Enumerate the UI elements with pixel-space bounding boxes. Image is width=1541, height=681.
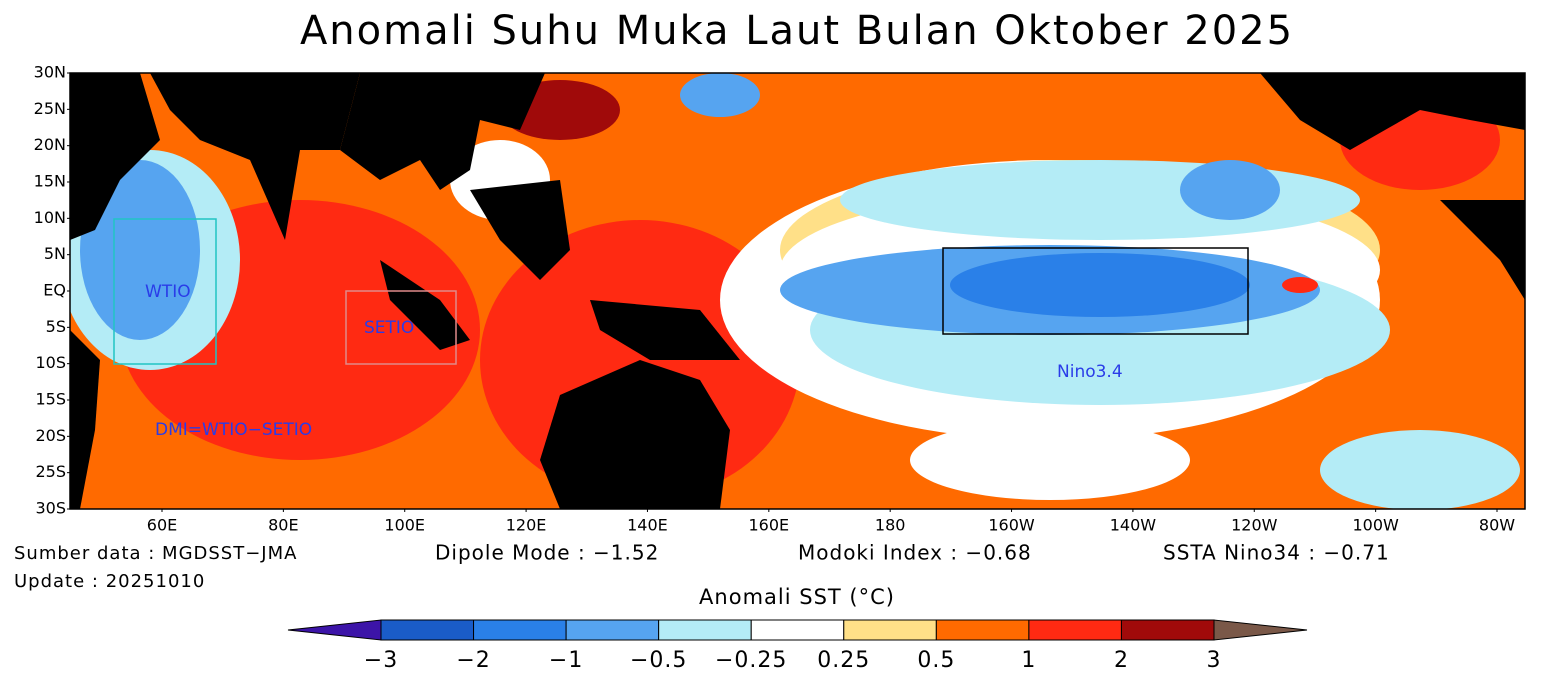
nino34-ssta: SSTA Nino34 : −0.71	[1163, 541, 1390, 565]
lon-label: 160W	[988, 516, 1035, 535]
lat-label: 30S	[35, 499, 66, 518]
box-label: WTIO	[145, 282, 191, 302]
colorbar-arrow	[1213, 619, 1308, 641]
dmi-annotation: DMI=WTIO−SETIO	[155, 420, 312, 440]
colorbar-segment	[935, 619, 1030, 641]
title: Anomali Suhu Muka Laut Bulan Oktober 202…	[300, 8, 1294, 54]
box-label: SETIO	[364, 318, 414, 338]
lat-label: 25S	[35, 462, 66, 481]
index-box	[942, 247, 1249, 335]
source: Sumber data : MGDSST−JMA	[14, 543, 297, 564]
lon-label: 120E	[506, 516, 547, 535]
sst-map	[69, 72, 1526, 510]
colorbar-segment	[565, 619, 660, 641]
lon-label: 180	[875, 516, 906, 535]
dipole-mode: Dipole Mode : −1.52	[435, 541, 659, 565]
colorbar-label: 2	[1114, 648, 1129, 673]
lon-label: 100E	[384, 516, 425, 535]
colorbar-segment	[473, 619, 567, 641]
colorbar-label: 3	[1207, 648, 1222, 673]
colorbar-label: −0.5	[630, 648, 687, 673]
lat-label: 20S	[35, 426, 66, 445]
modoki-index: Modoki Index : −0.68	[798, 541, 1032, 565]
lon-label: 120W	[1231, 516, 1278, 535]
colorbar-segment	[843, 619, 937, 641]
colorbar-segment	[380, 619, 475, 641]
lat-label: EQ	[43, 281, 66, 300]
colorbar-segment	[1120, 619, 1215, 641]
update: Update : 20251010	[14, 571, 205, 592]
lon-label: 80W	[1479, 516, 1515, 535]
lat-label: 5S	[46, 317, 66, 336]
lat-label: 15S	[35, 390, 66, 409]
lon-label: 80E	[268, 516, 298, 535]
lat-label: 20N	[34, 135, 66, 154]
lat-label: 10N	[34, 208, 66, 227]
lat-label: 15N	[34, 172, 66, 191]
lat-label: 30N	[34, 63, 66, 82]
box-label: Nino3.4	[1057, 362, 1123, 382]
colorbar-segment	[1028, 619, 1122, 641]
colorbar-label: −0.25	[715, 648, 787, 673]
colorbar-arrow	[287, 619, 382, 641]
colorbar-label: −2	[456, 648, 490, 673]
index-boxes: WTIO SETIO Nino3.4	[113, 218, 1249, 382]
lon-label: 140W	[1110, 516, 1157, 535]
colorbar: −3 −2 −1 −0.5 −0.25 0.25 0.5 1 2 3	[287, 619, 1308, 673]
lat-label: 10S	[35, 353, 66, 372]
lon-label: 140E	[627, 516, 668, 535]
lat-label: 25N	[34, 99, 66, 118]
lon-label: 160E	[748, 516, 789, 535]
colorbar-label: −3	[364, 648, 398, 673]
lat-label: 5N	[44, 244, 66, 263]
lon-label: 60E	[147, 516, 177, 535]
colorbar-label: 0.5	[917, 648, 955, 673]
lon-label: 100W	[1352, 516, 1399, 535]
index-box	[345, 290, 457, 365]
index-box	[113, 218, 217, 365]
colorbar-segment	[658, 619, 752, 641]
colorbar-label: 1	[1021, 648, 1036, 673]
colorbar-segment	[750, 619, 845, 641]
colorbar-label: 0.25	[817, 648, 870, 673]
colorbar-label: −1	[549, 648, 583, 673]
colorbar-title: Anomali SST (°C)	[699, 585, 895, 609]
axes: 30N 25N 20N 15N 10N 5N EQ 5S 10S 15S 20S 25S 30S 60E 8…	[34, 63, 1516, 535]
